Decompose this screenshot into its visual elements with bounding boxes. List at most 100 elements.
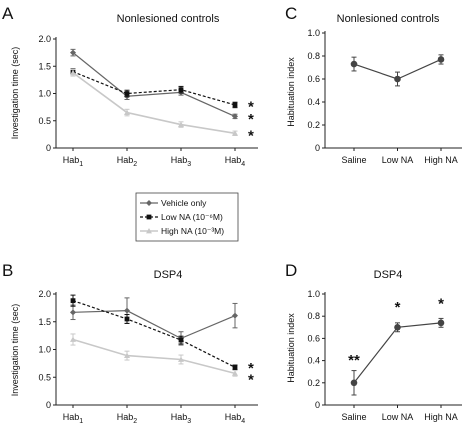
y-tick-label-b: 0.5 — [38, 372, 51, 382]
legend-label-high: High NA (10⁻³M) — [161, 226, 224, 236]
panel-letter-b: B — [2, 261, 13, 280]
data-point-single-c — [437, 56, 445, 63]
chart-b: 0 0.5 1.0 1.5 2.0 Hab1 Hab2 Hab3 Hab4 ** — [38, 289, 258, 425]
y-tick-label-a: 1.5 — [38, 61, 51, 71]
chart-title-a: Nonlesioned controls — [117, 13, 220, 25]
legend-entry-vehicle: Vehicle only — [140, 198, 207, 208]
series-line-high-a — [72, 72, 236, 135]
data-point-single-c — [350, 60, 358, 68]
legend-entry-low: Low NA (10⁻⁶M) — [140, 212, 223, 222]
y-axis-label-b: Investigation time (sec) — [10, 304, 20, 397]
significance-marker-d: ** — [348, 352, 360, 369]
data-point-high-a — [232, 130, 238, 136]
significance-marker-a: * — [248, 98, 254, 115]
significance-marker-b: * — [248, 371, 254, 388]
data-point-low-a — [232, 102, 238, 108]
series-line-vehicle-a — [72, 52, 236, 117]
y-axis-label-c: Habituation index — [286, 57, 296, 127]
x-tick-label-c: Low NA — [382, 155, 414, 165]
x-tick-label-a: Hab2 — [117, 155, 138, 168]
data-point-vehicle-b — [124, 307, 130, 314]
y-tick-label-d: 0.4 — [307, 356, 320, 366]
legend-label-vehicle: Vehicle only — [161, 198, 207, 208]
y-tick-label-b: 1.5 — [38, 317, 51, 327]
significance-marker-d: * — [395, 299, 401, 316]
y-tick-label-c: 1.0 — [307, 28, 320, 38]
data-point-single-d — [437, 319, 445, 327]
series-line-high-b — [72, 338, 236, 375]
data-point-high-b — [232, 370, 238, 376]
significance-marker-a: * — [248, 111, 254, 128]
y-tick-label-b: 2.0 — [38, 289, 51, 299]
series-line-vehicle-b — [72, 310, 236, 340]
y-tick-label-d: 0.8 — [307, 311, 320, 321]
data-point-low-a — [124, 91, 130, 96]
data-point-vehicle-a — [70, 49, 76, 56]
series-line-low-b — [72, 300, 236, 368]
x-tick-label-b: Hab1 — [63, 412, 84, 425]
y-tick-label-a: 2.0 — [38, 34, 51, 44]
y-tick-label-b: 1.0 — [38, 345, 51, 355]
data-point-low-b — [232, 364, 238, 370]
x-tick-label-c: Saline — [341, 155, 366, 165]
y-tick-label-c: 0.6 — [307, 74, 320, 84]
data-point-high-a — [124, 109, 130, 115]
data-point-high-b — [124, 352, 130, 359]
series-line-low-a — [72, 71, 236, 106]
y-tick-label-d: 0 — [315, 400, 320, 410]
data-point-high-b — [178, 356, 184, 362]
x-tick-label-a: Hab4 — [225, 155, 246, 168]
y-tick-label-c: 0.8 — [307, 51, 320, 61]
panel-letter-a: A — [2, 4, 14, 23]
legend-label-low: Low NA (10⁻⁶M) — [161, 212, 223, 222]
chart-title-d: DSP4 — [374, 269, 403, 281]
chart-title-b: DSP4 — [154, 269, 183, 281]
significance-marker-a: * — [248, 127, 254, 144]
x-tick-label-d: Low NA — [382, 412, 414, 422]
legend-marker-high — [146, 228, 152, 234]
legend-marker-low — [146, 214, 152, 220]
y-tick-label-a: 0.5 — [38, 116, 51, 126]
y-tick-label-a: 1.0 — [38, 89, 51, 99]
data-point-low-b — [178, 337, 184, 343]
data-point-single-c — [394, 75, 401, 83]
chart-title-c: Nonlesioned controls — [337, 13, 440, 25]
y-tick-label-c: 0 — [315, 143, 320, 153]
y-axis-label-a: Investigation time (sec) — [10, 47, 20, 140]
data-point-single-d — [350, 379, 358, 387]
x-tick-label-d: High NA — [424, 412, 458, 422]
x-tick-label-a: Hab3 — [171, 155, 192, 168]
legend-marker-vehicle — [146, 200, 152, 206]
panel-letter-d: D — [285, 261, 297, 280]
x-tick-label-b: Hab4 — [225, 412, 246, 425]
y-axis-label-d: Habituation index — [286, 313, 296, 383]
significance-marker-d: * — [438, 295, 444, 312]
data-point-high-b — [70, 336, 76, 342]
x-tick-label-a: Hab1 — [63, 155, 84, 168]
x-tick-label-d: Saline — [341, 412, 366, 422]
y-tick-label-d: 1.0 — [307, 289, 320, 299]
y-tick-label-c: 0.4 — [307, 97, 320, 107]
data-point-single-d — [394, 323, 401, 331]
y-tick-label-c: 0.2 — [307, 120, 320, 130]
legend-entry-high: High NA (10⁻³M) — [140, 226, 224, 236]
y-tick-label-d: 0.6 — [307, 333, 320, 343]
chart-c: 0 0.2 0.4 0.6 0.8 1.0 Saline Low NA High NA — [307, 28, 462, 165]
data-point-vehicle-b — [70, 309, 76, 316]
x-tick-label-c: High NA — [424, 155, 458, 165]
data-point-low-a — [178, 87, 184, 93]
x-tick-label-b: Hab3 — [171, 412, 192, 425]
y-tick-label-a: 0 — [46, 143, 51, 153]
data-point-vehicle-a — [232, 113, 238, 120]
panel-letter-c: C — [285, 4, 297, 23]
data-point-high-a — [178, 121, 184, 127]
data-point-high-a — [70, 69, 76, 76]
significance-marker-b: * — [248, 360, 254, 377]
x-tick-label-b: Hab2 — [117, 412, 138, 425]
data-point-low-b — [124, 316, 130, 322]
data-point-vehicle-b — [232, 312, 238, 319]
y-tick-label-d: 0.2 — [307, 378, 320, 388]
